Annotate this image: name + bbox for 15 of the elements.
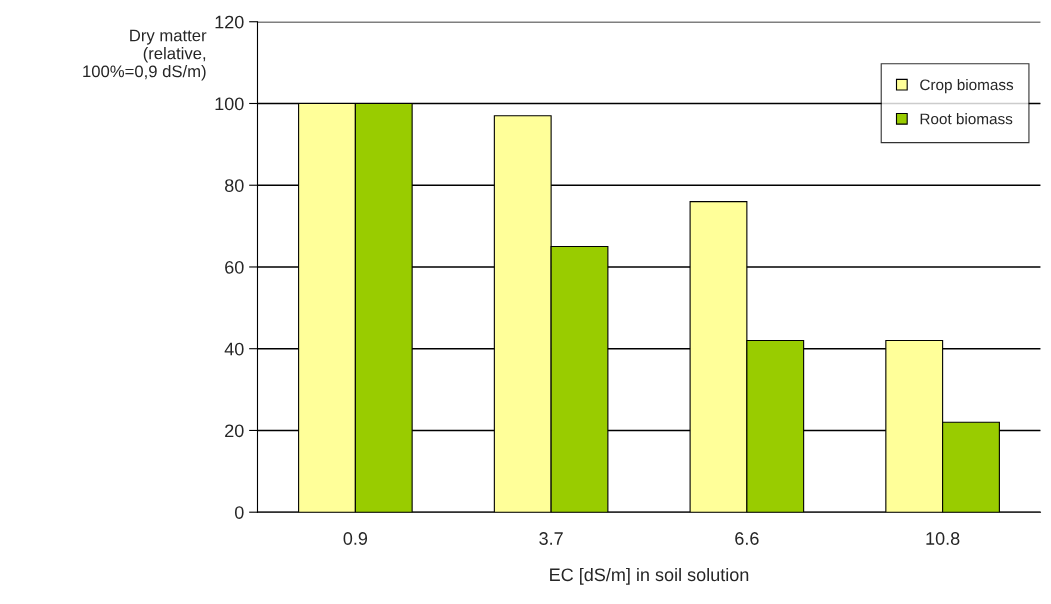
x-axis-title: EC [dS/m] in soil solution: [550, 567, 749, 585]
legend-label: Crop biomass: [920, 78, 1014, 94]
x-tick-label: 3.7: [539, 532, 563, 545]
y-tick-label: 40: [224, 342, 244, 356]
x-tick-label: 6.6: [735, 532, 759, 545]
y-tick-label: 60: [225, 260, 244, 274]
y-tick-label: 100: [215, 97, 244, 111]
legend-label: Root biomass: [920, 113, 1013, 125]
y-tick-label: 80: [225, 179, 244, 192]
y-tick-label: 20: [225, 424, 244, 438]
y-tick-label: 120: [215, 15, 244, 29]
x-tick-label: 10.8: [926, 532, 960, 545]
y-tick-label: 0: [234, 506, 244, 519]
x-tick-label: 0.9: [343, 532, 368, 545]
y-axis-title: Dry matter (relative, 100%=0,9 dS/m): [83, 29, 207, 81]
